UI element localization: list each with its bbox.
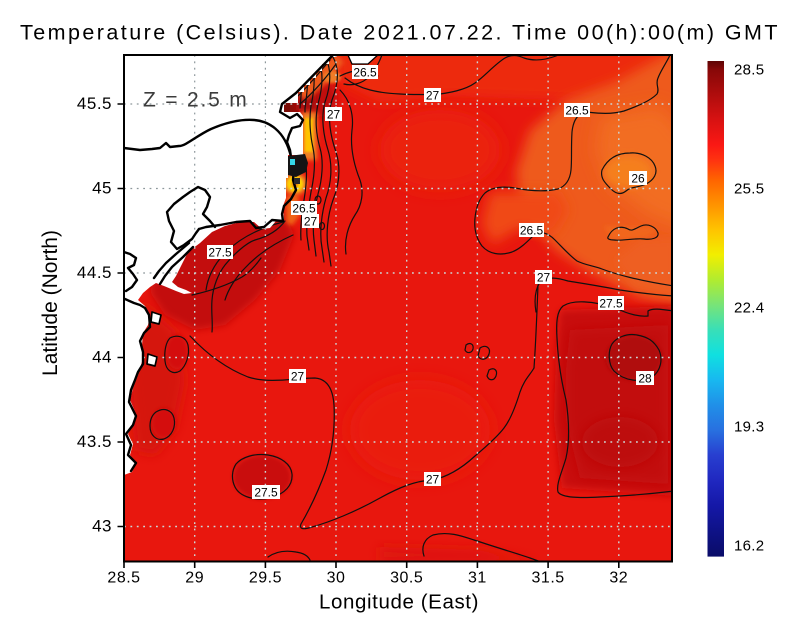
svg-text:31.5: 31.5 [532, 570, 565, 587]
svg-text:27: 27 [291, 370, 305, 384]
svg-text:43.5: 43.5 [77, 432, 112, 451]
svg-text:28.5: 28.5 [734, 62, 764, 79]
svg-text:26.5: 26.5 [520, 224, 544, 238]
svg-text:26.5: 26.5 [565, 104, 589, 118]
svg-text:45: 45 [92, 179, 112, 198]
svg-text:43: 43 [92, 517, 112, 536]
svg-text:29.5: 29.5 [249, 570, 282, 587]
svg-text:26.5: 26.5 [353, 66, 377, 80]
svg-text:27: 27 [304, 215, 318, 229]
svg-text:27.5: 27.5 [208, 246, 232, 260]
svg-text:44: 44 [92, 348, 112, 367]
svg-text:27: 27 [537, 271, 551, 285]
svg-text:27.5: 27.5 [254, 486, 278, 500]
svg-text:30: 30 [327, 570, 346, 587]
svg-text:27: 27 [426, 473, 440, 487]
svg-text:22.4: 22.4 [734, 300, 764, 317]
svg-text:30.5: 30.5 [390, 570, 423, 587]
svg-text:19.3: 19.3 [734, 419, 764, 436]
svg-text:16.2: 16.2 [734, 538, 764, 555]
svg-text:27: 27 [327, 108, 341, 122]
svg-text:31: 31 [468, 570, 487, 587]
svg-text:Latitude (North): Latitude (North) [39, 230, 62, 376]
svg-text:26.5: 26.5 [292, 202, 316, 216]
svg-text:28.5: 28.5 [107, 570, 140, 587]
svg-text:25.5: 25.5 [734, 181, 764, 198]
svg-text:Temperature (Celsius). Date 20: Temperature (Celsius). Date 2021.07.22. … [20, 21, 780, 45]
svg-text:26: 26 [631, 172, 645, 186]
svg-text:45.5: 45.5 [77, 94, 112, 113]
svg-text:32: 32 [609, 570, 628, 587]
svg-text:27.5: 27.5 [599, 297, 623, 311]
svg-text:27: 27 [426, 89, 440, 103]
svg-text:Longitude (East): Longitude (East) [319, 591, 479, 614]
svg-text:29: 29 [185, 570, 204, 587]
svg-text:44.5: 44.5 [77, 263, 112, 282]
svg-text:28: 28 [638, 372, 652, 386]
svg-text:Z = 2.5 m: Z = 2.5 m [143, 89, 248, 112]
